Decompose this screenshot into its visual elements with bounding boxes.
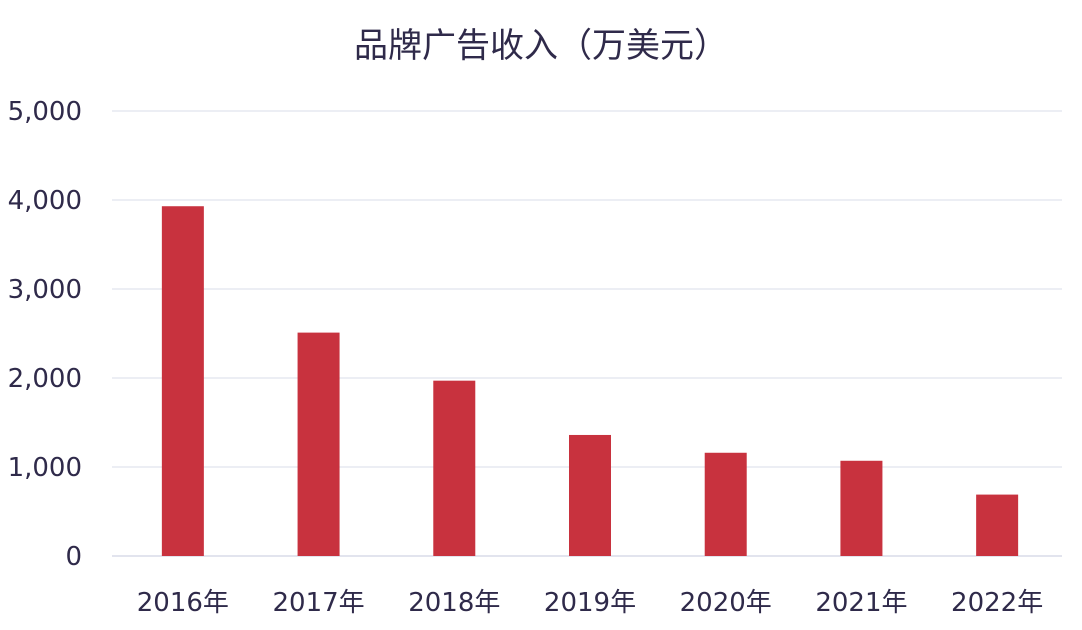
bar [161,206,204,557]
x-axis: 2016年 2017年 2018年 2019年 2020年 2021年 2022年 [137,588,1043,618]
chart-title: 品牌广告收入（万美元） [354,26,728,66]
y-axis: 0 1,000 2,000 3,000 4,000 5,000 [8,97,82,572]
y-tick-label: 2,000 [8,364,82,394]
x-tick-label: 2021年 [815,588,907,618]
y-tick-label: 1,000 [8,453,82,483]
x-tick-label: 2017年 [272,588,364,618]
y-tick-label: 0 [65,542,82,572]
bar [976,494,1019,556]
x-tick-label: 2022年 [951,588,1043,618]
bar-layer [161,206,1019,557]
y-tick-label: 3,000 [8,275,82,305]
bar [704,452,747,556]
y-tick-label: 5,000 [8,97,82,127]
x-tick-label: 2019年 [544,588,636,618]
bar [297,332,340,556]
x-tick-label: 2020年 [680,588,772,618]
bar [840,460,883,556]
x-tick-label: 2016年 [137,588,229,618]
bar [433,380,476,556]
y-tick-label: 4,000 [8,186,82,216]
bar [569,434,611,556]
x-tick-label: 2018年 [408,588,500,618]
